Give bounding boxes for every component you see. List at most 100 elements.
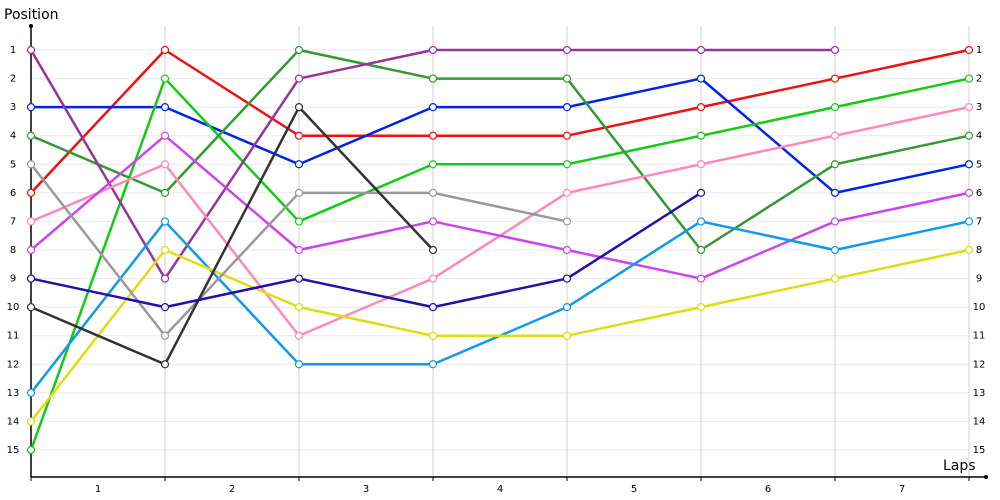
series-marker bbox=[696, 160, 706, 169]
x-tick-label: 3 bbox=[363, 484, 369, 495]
series-line bbox=[31, 77, 970, 195]
series-marker bbox=[562, 131, 572, 140]
y-tick-label: 3 bbox=[10, 102, 16, 113]
y-tick-label: 13 bbox=[7, 388, 20, 399]
series-marker bbox=[830, 217, 840, 226]
y-tick-label-right: 6 bbox=[976, 188, 982, 199]
series-marker bbox=[294, 331, 304, 340]
series-marker bbox=[696, 217, 706, 226]
x-axis-cap bbox=[984, 475, 988, 479]
y-tick-label-right: 4 bbox=[976, 131, 982, 142]
y-tick-label-right: 3 bbox=[976, 102, 982, 113]
series-marker bbox=[696, 74, 706, 83]
series-marker bbox=[964, 217, 974, 226]
series-marker bbox=[964, 103, 974, 112]
series-marker bbox=[160, 217, 170, 226]
series-marker bbox=[562, 274, 572, 283]
y-axis-label: Position bbox=[4, 7, 59, 23]
y-tick-label-right: 8 bbox=[976, 245, 982, 256]
series-marker bbox=[562, 188, 572, 197]
series-marker bbox=[26, 445, 36, 455]
y-tick-label-right: 9 bbox=[976, 274, 982, 285]
y-tick-label: 10 bbox=[7, 302, 20, 313]
y-tick-label: 9 bbox=[10, 274, 16, 285]
y-tick-label: 12 bbox=[7, 359, 20, 370]
series-marker bbox=[428, 74, 438, 83]
series-line bbox=[30, 191, 702, 309]
series-marker bbox=[830, 160, 840, 169]
y-tick-label-right: 11 bbox=[973, 331, 986, 342]
series-line bbox=[30, 48, 970, 194]
series-marker bbox=[294, 131, 304, 140]
series-marker bbox=[160, 245, 170, 255]
series-marker bbox=[696, 188, 706, 197]
y-tick-label: 2 bbox=[10, 74, 16, 85]
series-marker bbox=[160, 160, 170, 169]
y-tick-label-right: 7 bbox=[976, 216, 982, 227]
series-marker bbox=[428, 131, 438, 140]
series-marker bbox=[428, 360, 438, 369]
series-marker bbox=[160, 131, 170, 140]
series-marker bbox=[562, 245, 572, 255]
series-marker bbox=[830, 245, 840, 255]
series-marker bbox=[160, 103, 170, 112]
y-tick-label-right: 12 bbox=[973, 359, 986, 370]
series-marker bbox=[160, 360, 170, 369]
series-marker bbox=[294, 245, 304, 255]
y-tick-label: 7 bbox=[10, 216, 16, 227]
y-tick-label-right: 13 bbox=[973, 388, 986, 399]
series-marker bbox=[830, 103, 840, 112]
series-marker bbox=[428, 188, 438, 197]
series-marker bbox=[964, 188, 974, 197]
series-marker bbox=[294, 303, 304, 312]
series-marker bbox=[964, 74, 974, 83]
series-marker bbox=[964, 160, 974, 169]
series-marker bbox=[428, 303, 438, 312]
y-tick-label: 4 bbox=[10, 131, 16, 142]
series-marker bbox=[294, 103, 304, 112]
x-tick-label: 6 bbox=[765, 484, 771, 495]
series-marker bbox=[428, 160, 438, 169]
series-marker bbox=[160, 188, 170, 197]
x-tick-label: 1 bbox=[95, 484, 101, 495]
series-marker bbox=[964, 131, 974, 140]
series-marker bbox=[696, 274, 706, 283]
series-marker bbox=[830, 188, 840, 197]
series-marker bbox=[26, 217, 36, 226]
series-marker bbox=[428, 45, 438, 55]
series-marker bbox=[562, 303, 572, 312]
y-tick-label-right: 14 bbox=[973, 416, 986, 427]
y-tick-label-right: 15 bbox=[973, 445, 986, 456]
series-line bbox=[30, 248, 970, 423]
y-tick-label-right: 2 bbox=[976, 74, 982, 85]
series-marker bbox=[562, 331, 572, 340]
series-line bbox=[30, 48, 970, 252]
x-tick-label: 7 bbox=[899, 484, 905, 495]
series-marker bbox=[26, 45, 36, 55]
series-marker bbox=[562, 160, 572, 169]
series-marker bbox=[26, 160, 36, 169]
series-marker bbox=[294, 274, 304, 283]
x-tick-label: 2 bbox=[229, 484, 235, 495]
series-marker bbox=[26, 303, 36, 312]
series-marker bbox=[428, 103, 438, 112]
series-marker bbox=[294, 188, 304, 197]
series-marker bbox=[964, 45, 974, 55]
series-marker bbox=[160, 45, 170, 55]
series-marker bbox=[964, 245, 974, 255]
x-axis-label: Laps bbox=[943, 458, 976, 474]
series-marker bbox=[696, 245, 706, 255]
series-marker bbox=[294, 217, 304, 226]
y-tick-label: 1 bbox=[10, 45, 16, 56]
series-marker bbox=[26, 417, 36, 426]
series-marker bbox=[562, 217, 572, 226]
y-tick-label-right: 5 bbox=[976, 159, 982, 170]
series-marker bbox=[160, 274, 170, 283]
series-line bbox=[30, 105, 434, 366]
series-marker bbox=[160, 303, 170, 312]
series-marker bbox=[562, 74, 572, 83]
series-marker bbox=[830, 131, 840, 140]
series-marker bbox=[26, 131, 36, 140]
series-marker bbox=[160, 74, 170, 83]
